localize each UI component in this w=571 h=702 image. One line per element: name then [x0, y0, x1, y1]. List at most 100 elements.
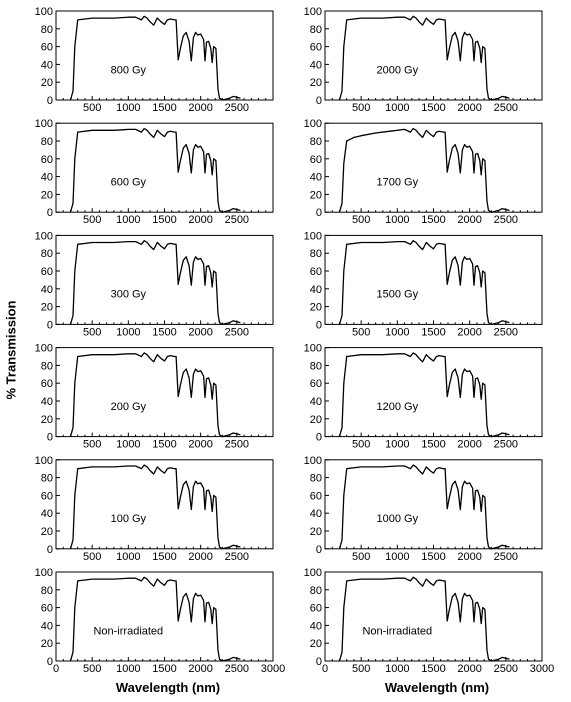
y-tick-label: 40	[41, 620, 53, 632]
x-tick-label: 500	[352, 326, 370, 338]
y-tick-label: 80	[41, 24, 53, 36]
x-tick-label: 500	[352, 439, 370, 451]
x-tick-label: 2500	[494, 663, 518, 675]
y-tick-label: 80	[310, 585, 322, 597]
y-tick-label: 80	[310, 136, 322, 148]
y-tick-label: 80	[310, 248, 322, 260]
x-tick-label: 2000	[457, 214, 481, 226]
y-tick-label: 80	[310, 360, 322, 372]
x-tick-label: 0	[53, 663, 59, 675]
x-tick-label: 2500	[225, 326, 249, 338]
transmission-line	[338, 127, 510, 213]
panel-label: 100 Gy	[111, 513, 147, 525]
y-tick-label: 40	[41, 284, 53, 296]
y-tick-label: 40	[310, 396, 322, 408]
x-tick-label: 0	[322, 663, 328, 675]
y-tick-label: 20	[310, 414, 322, 426]
x-tick-label: 500	[83, 102, 101, 114]
y-tick-label: 60	[310, 490, 322, 502]
y-tick-label: 20	[41, 638, 53, 650]
y-tick-label: 0	[316, 319, 322, 331]
y-tick-label: 20	[310, 189, 322, 201]
y-tick-label: 0	[47, 544, 53, 556]
x-tick-label: 2500	[494, 102, 518, 114]
y-tick-label: 80	[310, 24, 322, 36]
x-tick-label: 1000	[385, 663, 409, 675]
y-tick-label: 80	[41, 136, 53, 148]
x-tick-label: 1000	[385, 326, 409, 338]
panel-label: 1700 Gy	[377, 177, 419, 189]
y-tick-label: 60	[310, 266, 322, 278]
panel-label: 800 Gy	[111, 64, 147, 76]
x-tick-label: 2000	[188, 214, 212, 226]
y-tick-label: 80	[41, 473, 53, 485]
x-tick-label: 2000	[457, 663, 481, 675]
y-tick-label: 0	[47, 95, 53, 107]
x-tick-label: 2500	[225, 663, 249, 675]
y-tick-label: 100	[304, 118, 322, 130]
y-tick-label: 40	[41, 172, 53, 184]
y-tick-label: 80	[41, 585, 53, 597]
y-tick-label: 40	[310, 172, 322, 184]
panel-label: 1500 Gy	[377, 289, 419, 301]
y-tick-label: 100	[35, 343, 53, 355]
x-tick-label: 2500	[225, 551, 249, 563]
y-tick-label: 40	[310, 620, 322, 632]
y-tick-label: 60	[310, 154, 322, 166]
y-tick-label: 80	[41, 360, 53, 372]
y-tick-label: 100	[35, 567, 53, 579]
transmission-line	[338, 15, 510, 101]
y-tick-label: 100	[304, 6, 322, 18]
x-axis-label-left: Wavelength (nm)	[115, 680, 221, 695]
y-tick-label: 60	[41, 603, 53, 615]
chart-panel-right-0: 0 20 40 60 80 100 500 1000 1500 2000 2500 2000 Gy	[304, 6, 543, 114]
x-tick-label: 1500	[152, 663, 176, 675]
x-tick-label: 2500	[494, 551, 518, 563]
transmission-line	[69, 464, 241, 550]
x-tick-label: 2500	[494, 326, 518, 338]
panel-label: 600 Gy	[111, 177, 147, 189]
y-tick-label: 20	[310, 302, 322, 314]
chart-panel-left-0: 0 20 40 60 80 100 500 1000 1500 2000 2500 800 Gy	[35, 6, 274, 114]
y-tick-label: 0	[47, 656, 53, 668]
transmission-line	[338, 576, 510, 662]
chart-panel-left-3: 0 20 40 60 80 100 500 1000 1500 2000 2500 200 Gy	[35, 343, 274, 451]
y-tick-label: 40	[310, 508, 322, 520]
x-tick-label: 1000	[116, 551, 140, 563]
chart-panel-left-2: 0 20 40 60 80 100 500 1000 1500 2000 2500 300 Gy	[35, 230, 274, 338]
y-tick-label: 40	[41, 508, 53, 520]
x-tick-label: 2000	[457, 551, 481, 563]
x-tick-label: 2500	[494, 439, 518, 451]
x-tick-label: 1500	[421, 214, 445, 226]
x-tick-label: 3000	[261, 663, 285, 675]
y-tick-label: 20	[41, 414, 53, 426]
chart-panel-right-4: 0 20 40 60 80 100 500 1000 1500 2000 2500 1000 Gy	[304, 455, 543, 563]
panel-label: Non-irradiated	[362, 625, 432, 637]
y-tick-label: 60	[41, 266, 53, 278]
x-tick-label: 1000	[385, 439, 409, 451]
y-tick-label: 0	[47, 432, 53, 444]
x-tick-label: 2500	[225, 439, 249, 451]
transmission-line	[338, 240, 510, 326]
y-tick-label: 0	[316, 432, 322, 444]
y-tick-label: 0	[316, 544, 322, 556]
x-tick-label: 500	[352, 663, 370, 675]
panel-label: 2000 Gy	[377, 64, 419, 76]
x-tick-label: 1000	[116, 663, 140, 675]
x-tick-label: 2000	[188, 551, 212, 563]
y-tick-label: 0	[316, 95, 322, 107]
y-tick-label: 20	[310, 638, 322, 650]
y-tick-label: 100	[35, 118, 53, 130]
y-tick-label: 0	[47, 207, 53, 219]
y-tick-label: 40	[41, 396, 53, 408]
x-tick-label: 1500	[421, 102, 445, 114]
x-tick-label: 2000	[188, 102, 212, 114]
y-tick-label: 100	[35, 6, 53, 18]
x-tick-label: 500	[83, 214, 101, 226]
transmission-line	[338, 464, 510, 550]
y-tick-label: 100	[35, 230, 53, 242]
y-axis-label: % Transmission	[3, 300, 18, 399]
chart-panel-left-1: 0 20 40 60 80 100 500 1000 1500 2000 2500 600 Gy	[35, 118, 274, 226]
